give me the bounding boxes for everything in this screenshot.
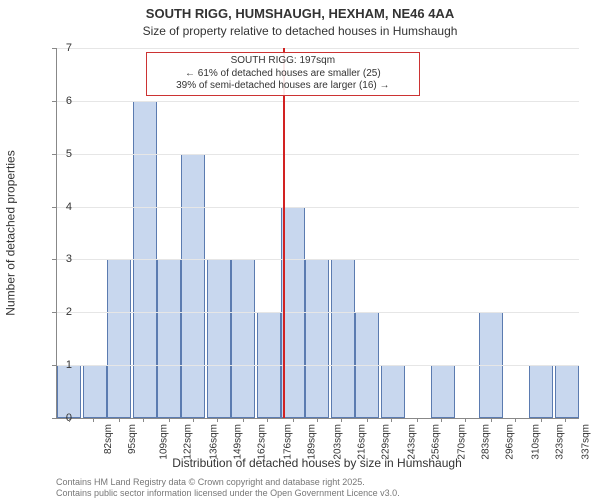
- y-tick-mark: [52, 312, 57, 313]
- y-axis-label: Number of detached properties: [4, 48, 18, 418]
- x-tick-mark: [143, 418, 144, 422]
- y-tick-mark: [52, 48, 57, 49]
- chart-container: SOUTH RIGG, HUMSHAUGH, HEXHAM, NE46 4AA …: [0, 0, 600, 500]
- x-tick-label: 216sqm: [357, 424, 368, 460]
- gridline-h: [57, 365, 579, 366]
- x-tick-mark: [417, 418, 418, 422]
- histogram-bar: [83, 365, 107, 418]
- histogram-bar: [381, 365, 405, 418]
- x-tick-mark: [119, 418, 120, 422]
- x-tick-mark: [317, 418, 318, 422]
- gridline-h: [57, 207, 579, 208]
- x-tick-mark: [193, 418, 194, 422]
- y-tick-label: 7: [56, 42, 72, 54]
- x-tick-label: 203sqm: [333, 424, 344, 460]
- x-tick-mark: [491, 418, 492, 422]
- histogram-bar: [555, 365, 579, 418]
- x-tick-label: 337sqm: [581, 424, 592, 460]
- y-tick-label: 2: [56, 306, 72, 318]
- x-tick-label: 122sqm: [183, 424, 194, 460]
- y-tick-mark: [52, 365, 57, 366]
- gridline-h: [57, 259, 579, 260]
- x-tick-label: 95sqm: [127, 424, 138, 454]
- attribution-footer: Contains HM Land Registry data © Crown c…: [56, 477, 400, 498]
- x-tick-mark: [367, 418, 368, 422]
- x-tick-mark: [169, 418, 170, 422]
- histogram-bar: [331, 259, 355, 418]
- x-tick-mark: [93, 418, 94, 422]
- x-tick-mark: [69, 418, 70, 422]
- gridline-h: [57, 154, 579, 155]
- x-tick-mark: [565, 418, 566, 422]
- x-tick-label: 256sqm: [431, 424, 442, 460]
- histogram-bar: [181, 154, 205, 418]
- x-tick-label: 323sqm: [555, 424, 566, 460]
- y-tick-mark: [52, 259, 57, 260]
- x-tick-mark: [391, 418, 392, 422]
- x-tick-mark: [267, 418, 268, 422]
- histogram-bar: [157, 259, 181, 418]
- callout-line-2: ← 61% of detached houses are smaller (25…: [153, 68, 413, 81]
- y-tick-label: 4: [56, 201, 72, 213]
- x-tick-label: 310sqm: [531, 424, 542, 460]
- footer-line-2: Contains public sector information licen…: [56, 488, 400, 498]
- x-tick-mark: [465, 418, 466, 422]
- x-tick-label: 283sqm: [481, 424, 492, 460]
- x-tick-mark: [341, 418, 342, 422]
- histogram-bar: [57, 365, 81, 418]
- x-tick-label: 82sqm: [103, 424, 114, 454]
- histogram-bar: [231, 259, 255, 418]
- x-axis-label: Distribution of detached houses by size …: [56, 456, 578, 470]
- histogram-bar: [305, 259, 329, 418]
- bars-layer: [57, 48, 579, 418]
- y-tick-label: 3: [56, 253, 72, 265]
- x-tick-label: 270sqm: [457, 424, 468, 460]
- x-tick-label: 189sqm: [307, 424, 318, 460]
- x-tick-mark: [515, 418, 516, 422]
- x-tick-label: 176sqm: [283, 424, 294, 460]
- reference-callout: SOUTH RIGG: 197sqm ← 61% of detached hou…: [146, 52, 420, 96]
- x-tick-mark: [441, 418, 442, 422]
- x-tick-label: 296sqm: [505, 424, 516, 460]
- y-tick-mark: [52, 207, 57, 208]
- callout-line-3: 39% of semi-detached houses are larger (…: [153, 80, 413, 93]
- x-tick-mark: [293, 418, 294, 422]
- y-tick-mark: [52, 101, 57, 102]
- y-tick-mark: [52, 418, 57, 419]
- y-tick-label: 6: [56, 95, 72, 107]
- histogram-bar: [107, 259, 131, 418]
- histogram-bar: [431, 365, 455, 418]
- chart-title: SOUTH RIGG, HUMSHAUGH, HEXHAM, NE46 4AA: [0, 6, 600, 21]
- chart-subtitle: Size of property relative to detached ho…: [0, 24, 600, 38]
- y-tick-mark: [52, 154, 57, 155]
- gridline-h: [57, 48, 579, 49]
- callout-line-1: SOUTH RIGG: 197sqm: [153, 55, 413, 68]
- x-tick-mark: [541, 418, 542, 422]
- gridline-h: [57, 312, 579, 313]
- x-tick-mark: [217, 418, 218, 422]
- footer-line-1: Contains HM Land Registry data © Crown c…: [56, 477, 400, 487]
- y-tick-label: 1: [56, 359, 72, 371]
- plot-area: [56, 48, 579, 419]
- histogram-bar: [529, 365, 553, 418]
- x-tick-label: 162sqm: [257, 424, 268, 460]
- x-tick-label: 109sqm: [159, 424, 170, 460]
- x-tick-label: 149sqm: [233, 424, 244, 460]
- x-tick-label: 229sqm: [381, 424, 392, 460]
- y-tick-label: 5: [56, 148, 72, 160]
- x-tick-label: 136sqm: [208, 424, 219, 460]
- histogram-bar: [207, 259, 231, 418]
- x-tick-mark: [243, 418, 244, 422]
- x-tick-label: 243sqm: [407, 424, 418, 460]
- reference-marker-line: [283, 48, 285, 418]
- gridline-h: [57, 101, 579, 102]
